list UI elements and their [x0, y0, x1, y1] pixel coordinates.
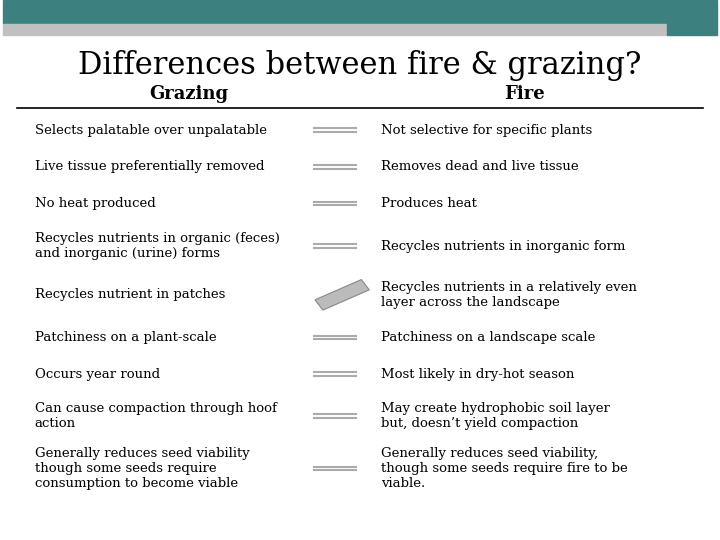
- Bar: [19, 334, 27, 341]
- Text: Recycles nutrients in inorganic form: Recycles nutrients in inorganic form: [382, 240, 626, 253]
- Bar: [3, 0, 667, 24]
- Bar: [365, 200, 374, 207]
- Bar: [356, 200, 366, 207]
- Text: Recycles nutrients in organic (feces)
and inorganic (urine) forms: Recycles nutrients in organic (feces) an…: [35, 232, 280, 260]
- Text: May create hydrophobic soil layer
but, doesn’t yield compaction: May create hydrophobic soil layer but, d…: [382, 402, 611, 430]
- Bar: [667, 0, 717, 35]
- Text: Selects palatable over unpalatable: Selects palatable over unpalatable: [35, 124, 267, 137]
- Bar: [356, 370, 366, 378]
- Bar: [19, 465, 27, 472]
- Bar: [19, 413, 27, 420]
- Bar: [365, 126, 374, 133]
- Bar: [19, 370, 27, 378]
- Bar: [19, 292, 27, 298]
- Bar: [356, 126, 366, 133]
- Text: Fire: Fire: [504, 85, 545, 103]
- Text: No heat produced: No heat produced: [35, 197, 156, 210]
- Text: Live tissue preferentially removed: Live tissue preferentially removed: [35, 160, 264, 173]
- Bar: [365, 334, 374, 341]
- Text: Patchiness on a landscape scale: Patchiness on a landscape scale: [382, 331, 596, 344]
- Bar: [19, 126, 27, 133]
- Bar: [365, 465, 374, 472]
- Text: Generally reduces seed viability,
though some seeds require fire to be
viable.: Generally reduces seed viability, though…: [382, 447, 628, 490]
- Text: Not selective for specific plants: Not selective for specific plants: [382, 124, 593, 137]
- Bar: [19, 243, 27, 249]
- Bar: [365, 292, 374, 298]
- Bar: [356, 163, 366, 170]
- Bar: [365, 370, 374, 378]
- Bar: [19, 163, 27, 170]
- Text: Occurs year round: Occurs year round: [35, 368, 160, 381]
- Text: Patchiness on a plant-scale: Patchiness on a plant-scale: [35, 331, 217, 344]
- Bar: [360, 261, 369, 268]
- Text: Removes dead and live tissue: Removes dead and live tissue: [382, 160, 579, 173]
- Bar: [365, 413, 374, 420]
- Text: Grazing: Grazing: [149, 85, 228, 103]
- Text: Produces heat: Produces heat: [382, 197, 477, 210]
- Polygon shape: [315, 280, 369, 310]
- Text: Generally reduces seed viability
though some seeds require
consumption to become: Generally reduces seed viability though …: [35, 447, 250, 490]
- Bar: [365, 243, 374, 249]
- Text: Most likely in dry-hot season: Most likely in dry-hot season: [382, 368, 575, 381]
- Text: Can cause compaction through hoof
action: Can cause compaction through hoof action: [35, 402, 276, 430]
- Bar: [365, 163, 374, 170]
- Bar: [356, 243, 366, 249]
- Bar: [3, 24, 667, 35]
- Bar: [356, 413, 366, 420]
- Text: Differences between fire & grazing?: Differences between fire & grazing?: [78, 50, 642, 82]
- Bar: [356, 334, 366, 341]
- Bar: [19, 200, 27, 207]
- Text: Recycles nutrients in a relatively even
layer across the landscape: Recycles nutrients in a relatively even …: [382, 281, 637, 309]
- Bar: [356, 465, 366, 472]
- Text: Recycles nutrient in patches: Recycles nutrient in patches: [35, 288, 225, 301]
